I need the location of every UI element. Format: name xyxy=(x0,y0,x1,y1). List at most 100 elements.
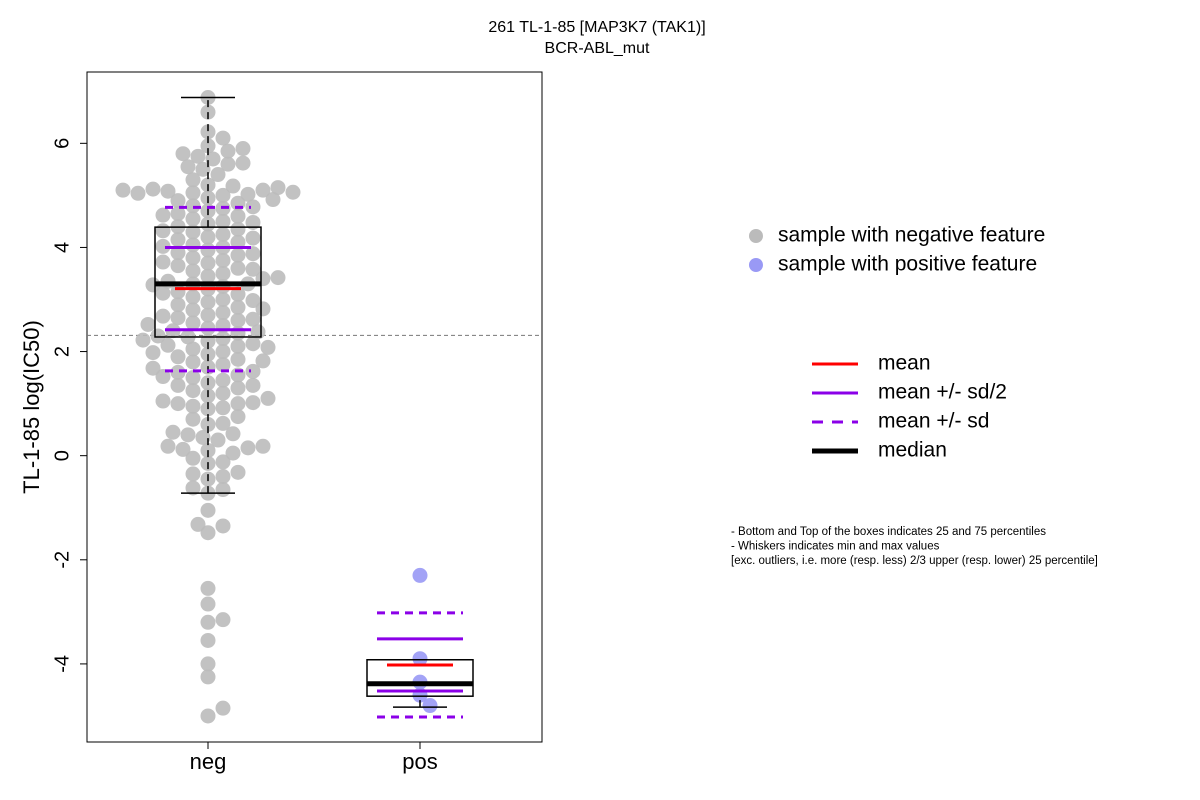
data-point xyxy=(245,336,261,352)
data-point xyxy=(215,518,231,534)
data-point xyxy=(245,246,261,262)
data-point xyxy=(230,351,246,367)
data-point xyxy=(155,223,171,239)
y-axis-label: TL-1-85 log(IC50) xyxy=(19,320,44,494)
data-point xyxy=(255,353,271,369)
data-point xyxy=(200,708,216,724)
data-point xyxy=(185,198,201,214)
data-point xyxy=(230,299,246,315)
data-point xyxy=(220,156,236,172)
data-point xyxy=(215,372,231,388)
data-point xyxy=(170,232,186,248)
data-point xyxy=(135,332,151,348)
data-point xyxy=(215,385,231,401)
data-point xyxy=(190,516,206,532)
data-point xyxy=(255,438,271,454)
data-point xyxy=(215,278,231,294)
data-point xyxy=(200,138,216,154)
data-point xyxy=(215,357,231,373)
data-point xyxy=(200,416,216,432)
y-tick-label: 0 xyxy=(51,450,73,461)
legend-label: median xyxy=(878,439,947,462)
data-point xyxy=(215,344,231,360)
data-point xyxy=(215,612,231,628)
data-point xyxy=(185,237,201,253)
data-point xyxy=(200,596,216,612)
data-point xyxy=(230,221,246,237)
data-point xyxy=(225,445,241,461)
data-point xyxy=(170,193,186,209)
data-point xyxy=(155,308,171,324)
data-point xyxy=(230,325,246,341)
data-point xyxy=(200,268,216,284)
data-point xyxy=(215,291,231,307)
y-tick-label: 6 xyxy=(51,138,73,149)
data-point xyxy=(215,252,231,268)
data-point xyxy=(210,167,226,183)
data-point xyxy=(265,192,281,208)
data-point xyxy=(185,263,201,279)
data-point xyxy=(170,396,186,412)
data-point xyxy=(155,285,171,301)
data-point xyxy=(230,338,246,354)
data-point xyxy=(235,155,251,171)
y-tick-label: 2 xyxy=(51,346,73,357)
box xyxy=(366,658,474,697)
data-point xyxy=(240,440,256,456)
legend-label: sample with negative feature xyxy=(778,224,1045,247)
data-point xyxy=(230,260,246,276)
data-point xyxy=(160,337,176,353)
data-point xyxy=(175,146,191,162)
data-point xyxy=(155,238,171,254)
data-point xyxy=(155,207,171,223)
data-point xyxy=(235,141,251,157)
data-point xyxy=(170,206,186,222)
y-tick-label: -2 xyxy=(51,551,73,569)
data-point xyxy=(180,427,196,443)
x-tick-label: pos xyxy=(402,749,437,774)
data-point xyxy=(285,184,301,200)
data-point xyxy=(180,159,196,175)
data-point xyxy=(185,398,201,414)
data-point xyxy=(230,312,246,328)
y-tick-label: -4 xyxy=(51,655,73,673)
data-point xyxy=(225,426,241,442)
data-point xyxy=(245,395,261,411)
data-point xyxy=(245,311,261,327)
data-point xyxy=(145,345,161,361)
data-point xyxy=(230,380,246,396)
chart-subtitle: BCR-ABL_mut xyxy=(545,40,650,57)
data-point xyxy=(185,383,201,399)
data-point xyxy=(230,247,246,263)
data-point xyxy=(170,310,186,326)
data-point xyxy=(200,229,216,245)
data-point xyxy=(200,320,216,336)
data-point xyxy=(185,302,201,318)
data-point xyxy=(185,370,201,386)
data-point xyxy=(270,270,286,286)
x-tick-label: neg xyxy=(190,749,227,774)
data-point xyxy=(200,502,216,518)
data-point xyxy=(200,614,216,630)
data-point xyxy=(245,214,261,230)
data-point xyxy=(230,464,246,480)
data-point xyxy=(220,143,236,159)
data-point xyxy=(130,185,146,201)
data-point xyxy=(215,482,231,498)
data-point xyxy=(412,651,428,667)
data-point xyxy=(260,339,276,355)
data-point xyxy=(185,411,201,427)
data-point xyxy=(245,261,261,277)
data-point xyxy=(215,213,231,229)
data-point xyxy=(270,180,286,196)
data-point xyxy=(200,255,216,271)
data-point xyxy=(185,289,201,305)
data-point xyxy=(215,700,231,716)
data-point xyxy=(215,265,231,281)
data-point xyxy=(230,409,246,425)
data-point xyxy=(240,186,256,202)
data-point xyxy=(200,307,216,323)
data-point xyxy=(260,390,276,406)
